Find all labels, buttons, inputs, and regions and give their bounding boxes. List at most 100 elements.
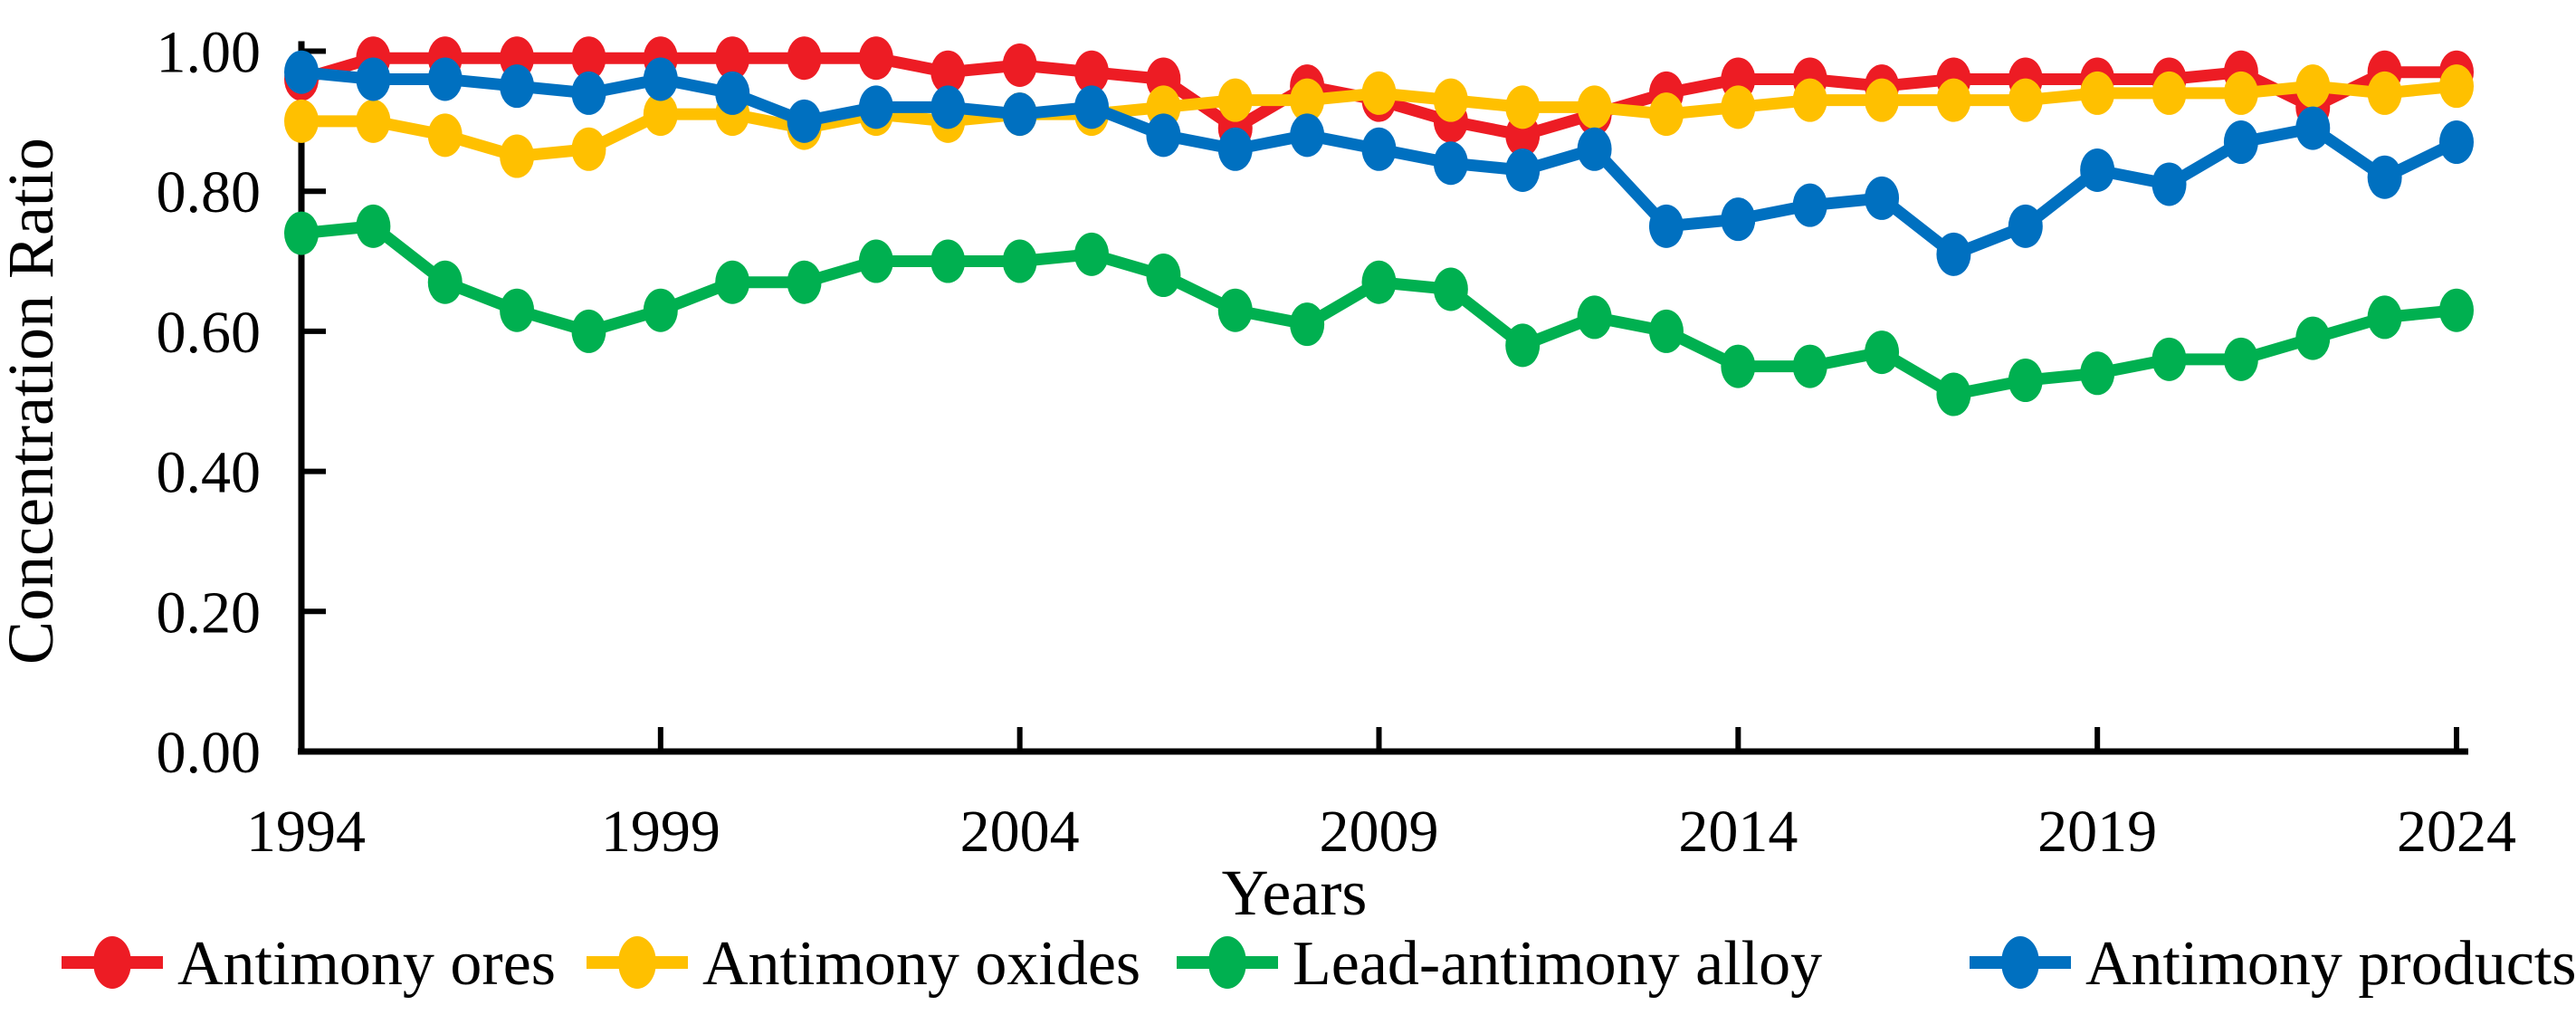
legend-item: Lead-antimony alloy [1177, 929, 1822, 999]
data-point-antimony-products [858, 85, 893, 129]
data-point-antimony-oxides [2223, 71, 2258, 115]
data-point-lead-antimony-alloy [1648, 309, 1684, 353]
data-point-lead-antimony-alloy [1577, 295, 1612, 340]
data-point-antimony-products [787, 99, 822, 143]
data-point-antimony-products [930, 85, 966, 129]
data-point-antimony-oxides [1433, 78, 1468, 122]
data-point-antimony-products [715, 71, 750, 115]
y-tick-label: 0.40 [157, 440, 262, 506]
y-tick-label: 1.00 [157, 20, 262, 86]
data-point-antimony-products [2223, 120, 2258, 165]
data-point-lead-antimony-alloy [1146, 254, 1181, 298]
data-point-antimony-products [1648, 204, 1684, 248]
data-point-antimony-products [571, 71, 606, 115]
data-point-antimony-oxides [356, 99, 391, 143]
series-antimony-products [284, 50, 2474, 276]
data-point-antimony-ores [1074, 50, 1110, 94]
series-lead-antimony-alloy [284, 204, 2474, 417]
data-point-antimony-products [356, 57, 391, 101]
y-tick-label: 0.00 [157, 720, 262, 786]
data-point-lead-antimony-alloy [2008, 359, 2043, 403]
data-point-antimony-ores [858, 36, 893, 81]
legend-marker-dot [618, 936, 656, 989]
data-point-antimony-oxides [643, 92, 678, 137]
data-point-antimony-oxides [2080, 71, 2115, 115]
data-point-lead-antimony-alloy [1505, 323, 1541, 368]
data-point-lead-antimony-alloy [1433, 267, 1468, 311]
data-point-antimony-oxides [571, 127, 606, 171]
series-lines [284, 36, 2474, 417]
data-point-antimony-oxides [427, 113, 463, 158]
data-point-antimony-products [1074, 85, 1110, 129]
data-point-lead-antimony-alloy [2295, 316, 2331, 360]
data-point-lead-antimony-alloy [715, 260, 750, 304]
data-point-antimony-products [643, 57, 678, 101]
data-point-antimony-products [2008, 204, 2043, 248]
data-point-lead-antimony-alloy [1217, 288, 1253, 332]
data-point-antimony-products [284, 50, 319, 94]
data-point-antimony-oxides [2439, 64, 2474, 109]
x-tick-label: 1999 [601, 799, 720, 865]
data-point-lead-antimony-alloy [284, 211, 319, 255]
data-point-antimony-oxides [1721, 85, 1756, 129]
data-point-antimony-ores [715, 36, 750, 81]
legend-item: Antimony oxides [587, 929, 1140, 999]
data-point-antimony-ores [787, 36, 822, 81]
data-point-antimony-oxides [1290, 78, 1325, 122]
data-point-lead-antimony-alloy [1074, 232, 1110, 276]
data-point-antimony-oxides [1936, 78, 1971, 122]
data-point-antimony-products [1217, 127, 1253, 171]
legend-marker-dot [2001, 936, 2039, 989]
legend-label: Antimony products [2085, 929, 2576, 999]
data-point-antimony-products [2151, 162, 2187, 206]
data-point-antimony-oxides [284, 99, 319, 143]
data-point-antimony-products [1936, 232, 1971, 276]
data-point-lead-antimony-alloy [427, 260, 463, 304]
data-point-antimony-ores [1002, 43, 1037, 87]
data-point-antimony-oxides [1217, 78, 1253, 122]
data-point-antimony-oxides [1505, 85, 1541, 129]
legend-label: Antimony oxides [702, 929, 1140, 999]
data-point-antimony-products [1505, 148, 1541, 192]
data-point-antimony-oxides [500, 134, 535, 178]
data-point-lead-antimony-alloy [2080, 351, 2115, 396]
data-point-antimony-products [1361, 127, 1397, 171]
data-point-lead-antimony-alloy [500, 288, 535, 332]
data-point-antimony-oxides [1648, 92, 1684, 137]
y-tick-label: 0.80 [157, 159, 262, 225]
legend-item: Antimony ores [62, 929, 556, 999]
y-axis-title: Concentration Ratio [0, 138, 67, 665]
data-point-antimony-products [2367, 155, 2402, 199]
legend-marker-dot [1208, 936, 1246, 989]
data-point-antimony-products [500, 64, 535, 109]
data-point-lead-antimony-alloy [571, 309, 606, 353]
data-point-lead-antimony-alloy [1290, 302, 1325, 347]
legend-item: Antimony products [1970, 929, 2576, 999]
data-point-lead-antimony-alloy [930, 239, 966, 283]
legend-label: Lead-antimony alloy [1293, 929, 1822, 999]
x-tick-label: 2024 [2397, 799, 2516, 865]
data-point-antimony-oxides [1577, 85, 1612, 129]
axes: 1.00 0.80 0.60 0.40 0.20 0.00 1994 1999 2004 2009… [157, 20, 2517, 866]
data-point-antimony-products [1146, 113, 1181, 158]
data-point-antimony-products [1721, 197, 1756, 242]
data-point-antimony-oxides [1361, 71, 1397, 115]
data-point-antimony-products [2080, 148, 2115, 192]
data-point-antimony-oxides [2367, 71, 2402, 115]
data-point-lead-antimony-alloy [1361, 260, 1397, 304]
series-line-lead-antimony-alloy [295, 220, 2463, 401]
data-point-lead-antimony-alloy [2151, 337, 2187, 381]
legend: Antimony ores Antimony oxides Lead-antimon… [62, 929, 2576, 999]
x-tick-label: 1994 [246, 799, 366, 865]
data-point-antimony-oxides [1865, 78, 1900, 122]
x-tick-label: 2014 [1678, 799, 1798, 865]
y-tick-label: 0.60 [157, 300, 262, 366]
data-point-antimony-products [1577, 127, 1612, 171]
data-point-antimony-products [2439, 120, 2474, 165]
data-point-lead-antimony-alloy [2367, 295, 2402, 340]
data-point-antimony-products [1865, 176, 1900, 220]
data-point-lead-antimony-alloy [643, 288, 678, 332]
data-point-antimony-products [2295, 106, 2331, 150]
